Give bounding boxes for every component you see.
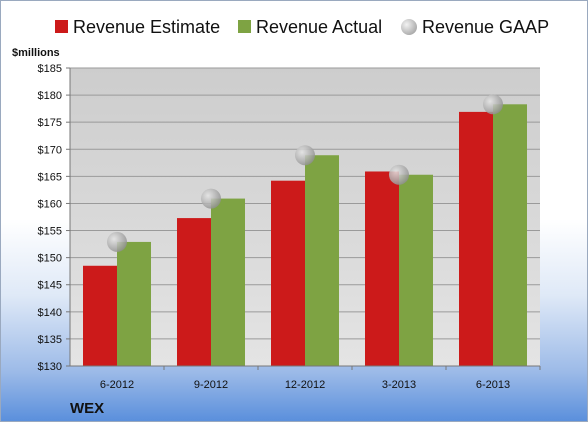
x-tick-label: 6-2013 xyxy=(476,379,510,391)
bar-revenue-actual xyxy=(117,241,151,366)
y-tick-label: $145 xyxy=(38,280,62,292)
legend-label-estimate: Revenue Estimate xyxy=(73,17,220,37)
y-tick-label: $135 xyxy=(38,334,62,346)
gaap-markers xyxy=(107,94,503,252)
y-tick-label: $185 xyxy=(38,63,62,75)
bar-revenue-actual xyxy=(211,198,245,366)
y-axis-ticks: $130 $135 $140 $145 $150 $155 $160 $165 $170 $175… xyxy=(38,63,70,373)
legend-label-actual: Revenue Actual xyxy=(256,17,382,37)
x-axis-ticks: 6-2012 9-2012 12-2012 3-2013 6-2013 xyxy=(100,366,541,391)
ticker-label: WEX xyxy=(70,400,104,417)
y-tick-label: $170 xyxy=(38,144,62,156)
y-tick-label: $130 xyxy=(38,361,62,373)
bar-revenue-actual xyxy=(493,104,527,366)
marker-revenue-gaap xyxy=(483,94,503,115)
x-tick-label: 9-2012 xyxy=(194,379,228,391)
legend-marker-gaap xyxy=(401,19,417,35)
y-tick-label: $165 xyxy=(38,171,62,183)
bar-revenue-estimate xyxy=(365,171,399,366)
x-tick-label: 12-2012 xyxy=(285,379,325,391)
y-tick-label: $155 xyxy=(38,226,62,238)
bar-revenue-estimate xyxy=(83,265,117,366)
legend-swatch-actual xyxy=(238,20,251,33)
bar-revenue-estimate xyxy=(459,111,493,367)
y-tick-label: $175 xyxy=(38,117,62,129)
y-unit-label: $millions xyxy=(12,47,60,59)
bar-revenue-actual xyxy=(399,174,433,366)
legend-swatch-estimate xyxy=(55,20,68,33)
legend-label-gaap: Revenue GAAP xyxy=(422,17,549,37)
marker-revenue-gaap xyxy=(201,188,221,209)
marker-revenue-gaap xyxy=(389,164,409,185)
y-tick-label: $180 xyxy=(38,90,62,102)
bar-revenue-estimate xyxy=(177,218,211,366)
marker-revenue-gaap xyxy=(295,145,315,166)
bar-revenue-estimate xyxy=(271,180,305,366)
y-tick-label: $150 xyxy=(38,253,62,265)
bar-revenue-actual xyxy=(305,155,339,366)
y-tick-label: $140 xyxy=(38,307,62,319)
legend: Revenue Estimate Revenue Actual Revenue … xyxy=(55,17,549,37)
marker-revenue-gaap xyxy=(107,231,127,252)
y-tick-label: $160 xyxy=(38,198,62,210)
bars xyxy=(83,104,527,367)
x-tick-label: 6-2012 xyxy=(100,379,134,391)
x-tick-label: 3-2013 xyxy=(382,379,416,391)
